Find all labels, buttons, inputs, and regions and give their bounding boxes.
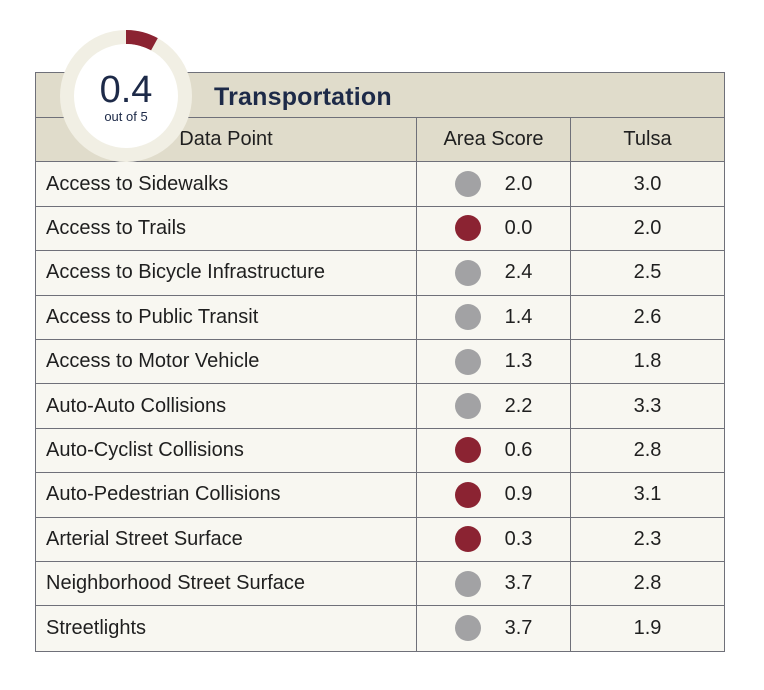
data-point-label: Access to Motor Vehicle [36,339,417,384]
area-score-value: 0.3 [504,527,533,550]
area-score-value: 3.7 [504,572,533,595]
area-score-value: 2.2 [504,394,533,417]
status-dot [454,393,481,420]
column-header-data-point: Data Point [36,118,417,162]
tulsa-value: 1.8 [633,350,662,373]
area-score-value: 0.6 [504,438,533,461]
data-point-label: Arterial Street Surface [36,517,417,561]
area-score-cell: 2.2 [417,384,571,428]
table-row: Access to Trails 0.0 2.0 [36,206,724,252]
table-body: Access to Sidewalks 2.0 3.0 Access to Trail… [36,162,724,651]
table-row: Auto-Auto Collisions 2.2 3.3 [36,384,724,429]
column-header-area-score: Area Score [417,118,571,162]
tulsa-value: 2.0 [633,216,662,239]
area-score-cell: 0.3 [417,517,571,561]
area-score-value: 0.9 [504,483,533,506]
area-score-value: 1.4 [504,305,533,328]
tulsa-value: 2.5 [633,261,662,284]
table-row: Arterial Street Surface 0.3 2.3 [36,517,724,562]
table-row: Auto-Pedestrian Collisions 0.9 3.1 [36,473,724,518]
status-dot [454,171,481,198]
status-dot [454,348,481,375]
data-point-label: Streetlights [36,606,417,651]
tulsa-value: 2.8 [633,438,662,461]
tulsa-value: 3.0 [633,172,662,195]
area-score-cell: 3.7 [417,561,571,606]
data-point-label: Access to Bicycle Infrastructure [36,251,417,295]
area-score-cell: 3.7 [417,606,571,651]
status-dot [454,437,481,464]
area-score-cell: 2.4 [417,251,571,295]
badge-score-arc [126,30,158,51]
table-row: Access to Bicycle Infrastructure 2.4 2.5 [36,251,724,296]
tulsa-value: 3.3 [633,394,662,417]
data-point-label: Auto-Cyclist Collisions [36,428,417,473]
tulsa-value: 2.3 [633,527,662,550]
data-point-label: Neighborhood Street Surface [36,561,417,606]
area-score-cell: 1.4 [417,295,571,339]
area-score-value: 2.0 [504,172,533,195]
section-title: Transportation [214,83,392,111]
tulsa-value: 3.1 [633,483,662,506]
area-score-cell: 0.0 [417,206,571,251]
area-score-cell: 0.6 [417,428,571,473]
tulsa-value: 2.8 [633,572,662,595]
data-point-label: Access to Sidewalks [36,162,417,206]
transportation-table: Transportation Data Point Area Score Tul… [35,72,725,652]
badge-out-of: out of 5 [104,109,147,124]
data-point-label: Access to Trails [36,206,417,251]
status-dot [454,259,481,286]
column-header-tulsa: Tulsa [623,128,672,151]
table-row: Access to Public Transit 1.4 2.6 [36,295,724,340]
data-point-label: Auto-Auto Collisions [36,384,417,428]
data-point-label: Access to Public Transit [36,295,417,339]
area-score-value: 1.3 [504,350,533,373]
table-row: Access to Sidewalks 2.0 3.0 [36,162,724,207]
area-score-value: 2.4 [504,261,533,284]
area-score-cell: 0.9 [417,473,571,517]
status-dot [454,304,481,331]
badge-inner [74,44,178,148]
status-dot [454,615,481,642]
status-dot [454,570,481,597]
table-row: Auto-Cyclist Collisions 0.6 2.8 [36,428,724,474]
tulsa-value: 2.6 [633,305,662,328]
score-badge: 0.4 out of 5 [60,30,192,162]
area-score-cell: 1.3 [417,339,571,384]
data-point-label: Auto-Pedestrian Collisions [36,473,417,517]
status-dot [454,526,481,553]
badge-score: 0.4 [100,69,153,111]
table-row: Streetlights 3.7 1.9 [36,606,724,651]
area-score-value: 3.7 [504,616,533,639]
area-score-value: 0.0 [504,216,533,239]
table-row: Access to Motor Vehicle 1.3 1.8 [36,339,724,385]
status-dot [454,481,481,508]
status-dot [454,215,481,242]
tulsa-value: 1.9 [633,616,662,639]
table-row: Neighborhood Street Surface 3.7 2.8 [36,561,724,607]
area-score-cell: 2.0 [417,162,571,206]
